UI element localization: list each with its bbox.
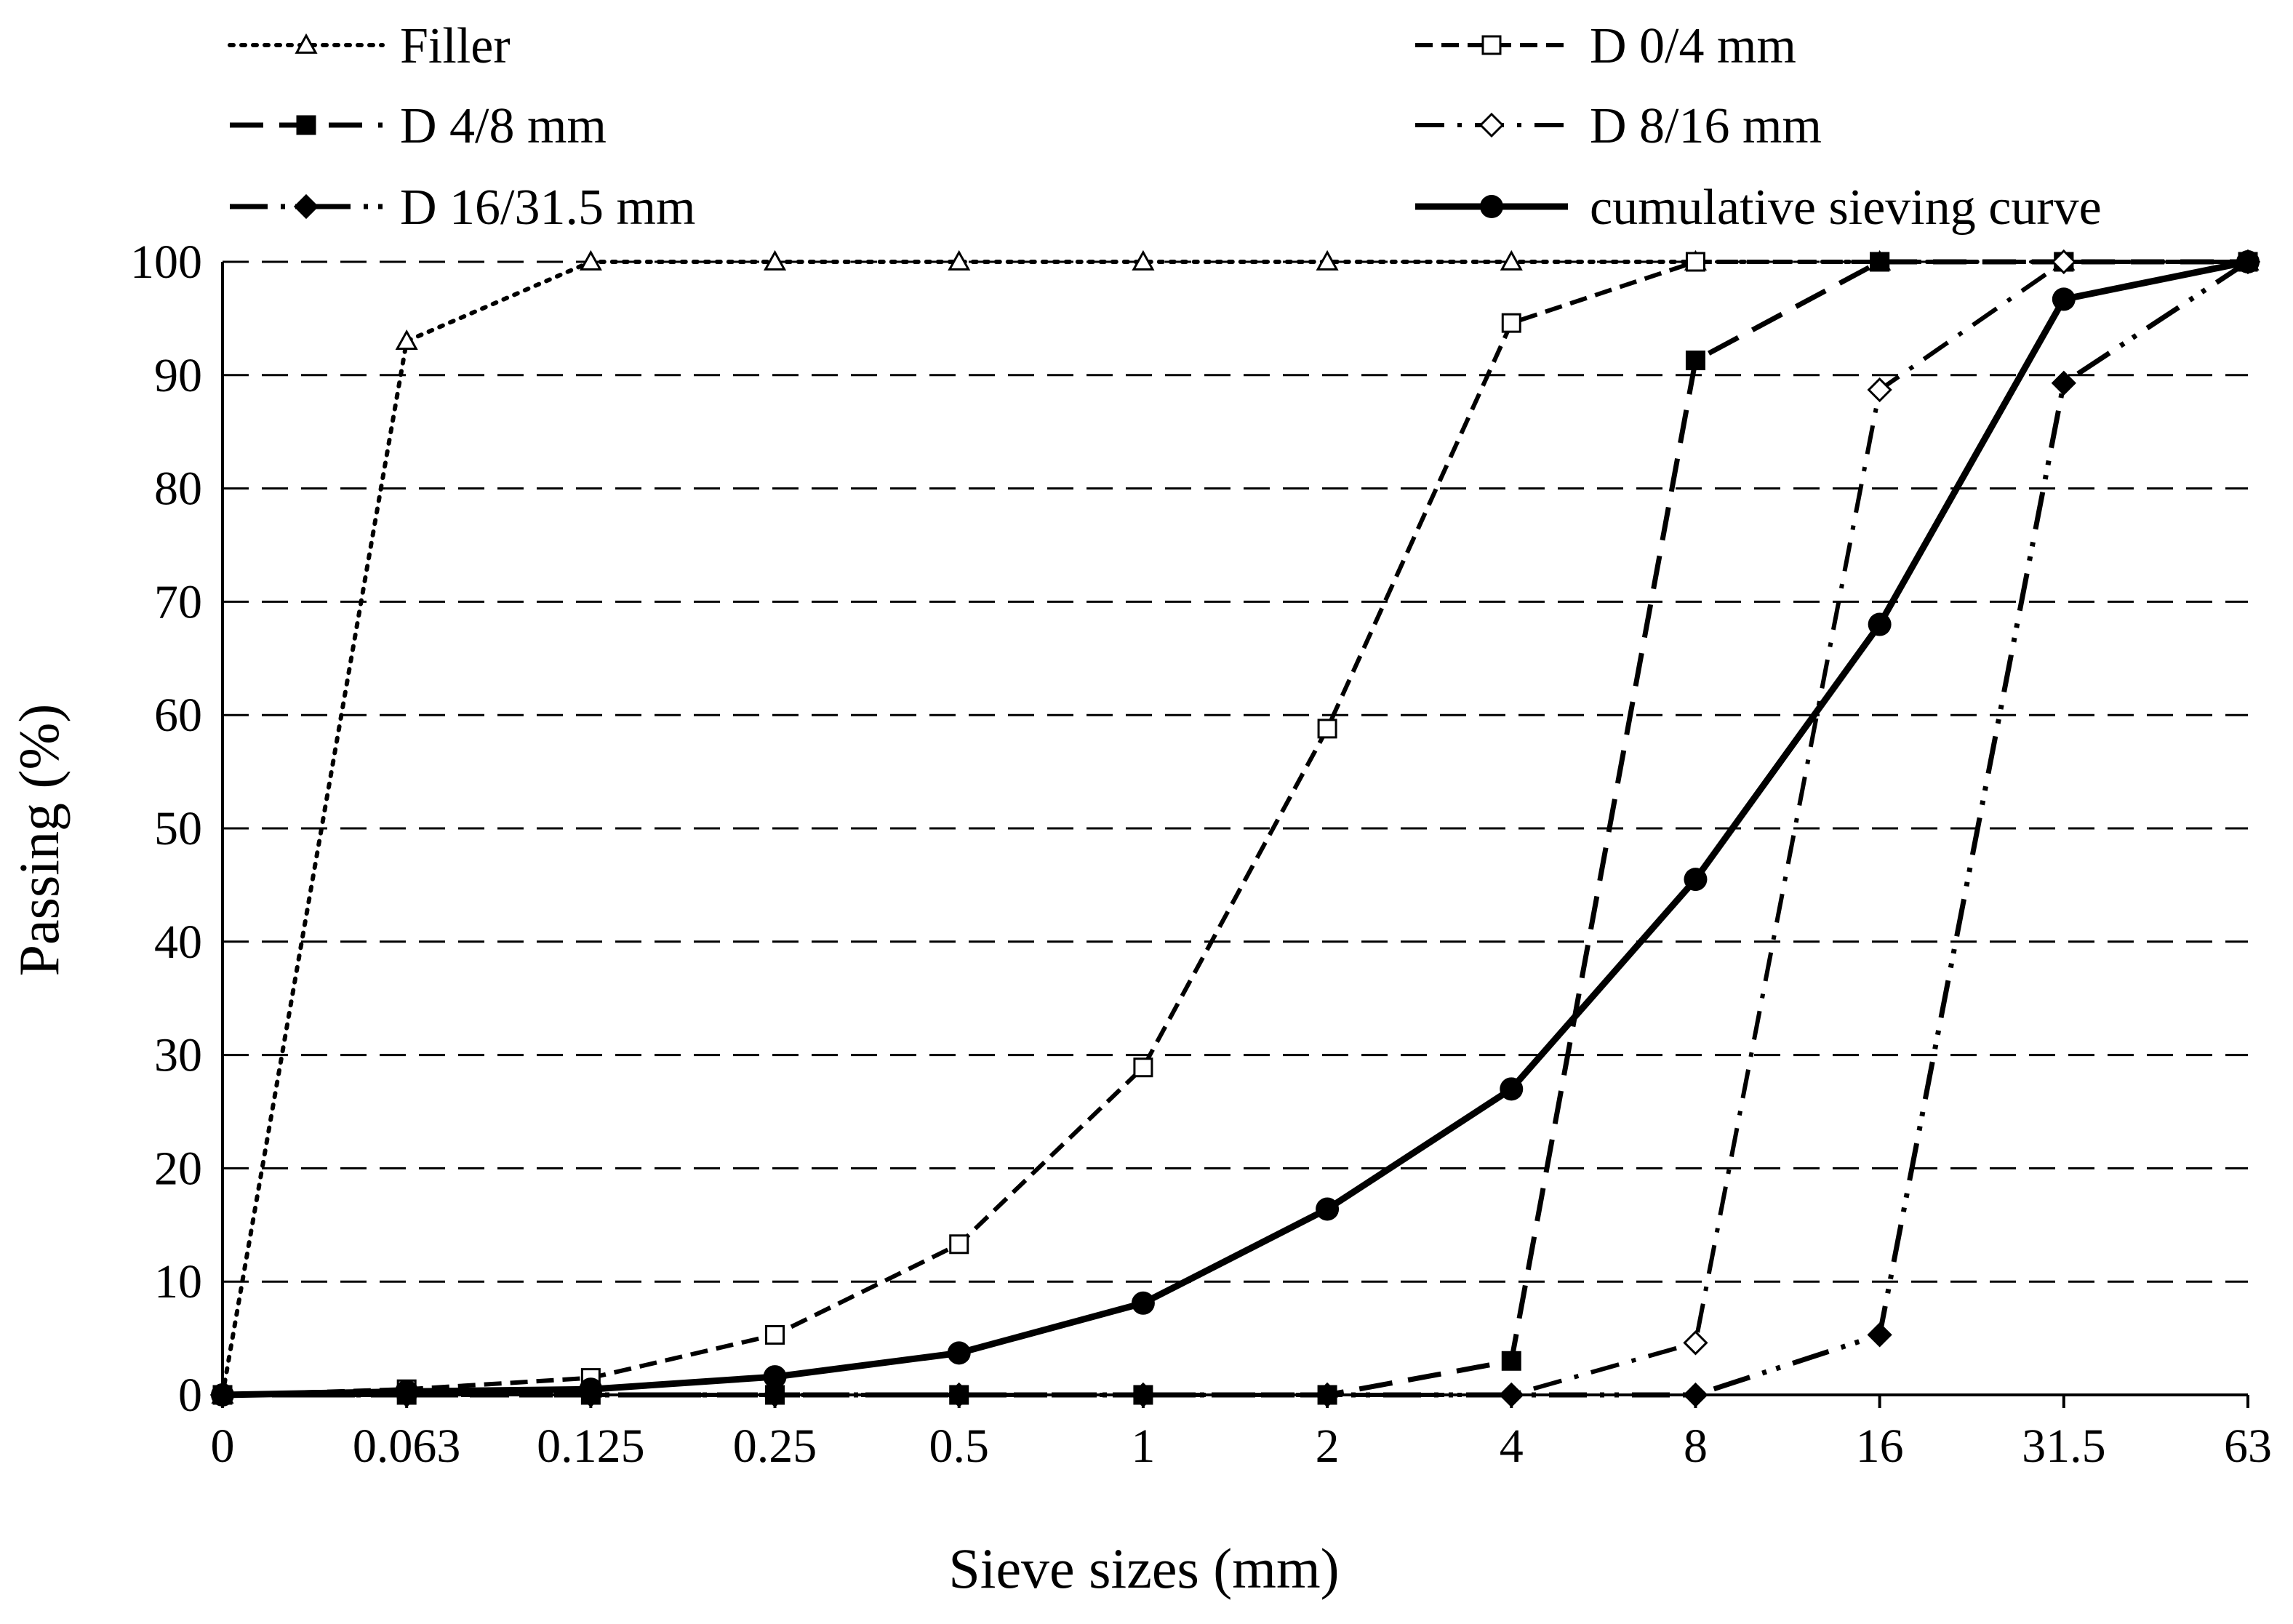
series-line-d-16-31-5-mm	[223, 260, 2249, 1398]
y-tick-label: 60	[154, 689, 202, 742]
data-point-d-16-31-5-mm	[762, 1382, 788, 1408]
data-point-d-8-16-mm	[2051, 249, 2076, 275]
data-point-cumulative-sieving-curve	[2236, 250, 2260, 273]
data-point-d-16-31-5-mm	[1683, 1382, 1708, 1408]
data-point-d-16-31-5-mm	[946, 1382, 972, 1408]
x-tick-label: 0.5	[929, 1420, 989, 1473]
x-tick-label: 31.5	[2022, 1420, 2106, 1473]
series-line-filler	[220, 260, 2250, 1397]
data-point-d-0-4-mm	[765, 1324, 785, 1345]
series-line-d-0-4-mm	[222, 260, 2248, 1397]
data-point-d-0-4-mm	[1317, 719, 1337, 739]
y-tick-label: 50	[154, 802, 202, 855]
data-point-d-16-31-5-mm	[1130, 1382, 1156, 1408]
legend-item-filler: Filler	[228, 18, 511, 74]
data-point-d-16-31-5-mm	[2051, 370, 2076, 396]
legend-label: D 4/8 mm	[400, 98, 607, 154]
legend-item-d-8-16-mm: D 8/16 mm	[1415, 98, 1822, 154]
x-axis-label: Sieve sizes (mm)	[948, 1537, 1339, 1600]
data-point-d-8-16-mm	[1683, 1330, 1708, 1356]
legend-label: D 8/16 mm	[1590, 98, 1822, 154]
data-point-cumulative-sieving-curve	[1500, 1077, 1524, 1101]
data-point-d-0-4-mm	[1133, 1057, 1153, 1078]
x-tick-label: 0.063	[353, 1420, 461, 1473]
data-point-d-0-4-mm	[949, 1234, 969, 1255]
x-tick-label: 63	[2224, 1420, 2272, 1473]
legend-marker	[293, 193, 319, 220]
y-tick-label: 80	[154, 463, 202, 516]
legend-item-d-0-4-mm: D 0/4 mm	[1415, 18, 1796, 74]
data-point-filler	[1316, 249, 1339, 271]
y-tick-label: 20	[154, 1142, 202, 1195]
y-axis-label: Passing (%)	[7, 704, 71, 977]
data-point-d-0-4-mm	[1685, 252, 1705, 272]
data-point-cumulative-sieving-curve	[2052, 287, 2076, 311]
axes: 0 10 20 30 40 50 60 70 80 90 100 0 0.063 0.125 0.25 0.5…	[130, 236, 2272, 1473]
data-point-d-4-8-mm	[1870, 252, 1890, 272]
legend-marker	[1481, 35, 1502, 55]
series-line-d-8-16-mm	[223, 260, 2248, 1397]
series-line-d-4-8-mm	[223, 259, 2248, 1398]
legend-label: Filler	[400, 18, 511, 74]
y-tick-label: 30	[154, 1029, 202, 1082]
x-tick-label: 8	[1684, 1420, 1708, 1473]
data-point-d-16-31-5-mm	[1867, 1322, 1892, 1348]
data-point-d-4-8-mm	[1685, 351, 1705, 371]
y-tick-label: 100	[130, 236, 202, 289]
x-tick-label: 1	[1131, 1420, 1155, 1473]
data-point-d-4-8-mm	[1501, 1351, 1521, 1371]
data-point-filler	[1132, 249, 1155, 271]
data-point-cumulative-sieving-curve	[763, 1365, 787, 1389]
data-point-filler	[948, 249, 971, 271]
legend-item-d-16-31-5-mm: D 16/31.5 mm	[230, 180, 695, 236]
data-point-cumulative-sieving-curve	[395, 1380, 419, 1404]
legend-marker	[296, 115, 316, 135]
y-tick-label: 40	[154, 916, 202, 969]
y-tick-label: 0	[178, 1369, 202, 1422]
data-series	[209, 249, 2261, 1408]
x-tick-label: 4	[1500, 1420, 1524, 1473]
y-tick-label: 90	[154, 349, 202, 402]
data-point-d-0-4-mm	[1501, 313, 1521, 333]
x-tick-label: 0.125	[537, 1420, 645, 1473]
series-cumulative-sieving-curve	[211, 250, 2260, 1407]
x-tick-label: 0	[211, 1420, 235, 1473]
y-tick-label: 10	[154, 1255, 202, 1308]
legend-item-cumulative-sieving-curve: cumulative sieving curve	[1415, 180, 2102, 236]
data-point-cumulative-sieving-curve	[579, 1377, 603, 1401]
x-tick-label: 2	[1316, 1420, 1340, 1473]
legend-marker	[1478, 112, 1505, 138]
gridlines	[223, 260, 2248, 1283]
data-point-filler	[579, 249, 602, 271]
legend: Filler D 0/4 mm D 4/8 mm D 8/16 mm D 16/31.5…	[228, 18, 2102, 236]
series-line-cumulative-sieving-curve	[222, 258, 2249, 1399]
legend-label: cumulative sieving curve	[1590, 180, 2102, 236]
data-point-cumulative-sieving-curve	[1684, 868, 1708, 892]
data-point-filler	[395, 329, 418, 350]
x-tick-label: 0.25	[733, 1420, 817, 1473]
data-point-d-16-31-5-mm	[1499, 1382, 1524, 1408]
legend-marker	[295, 33, 318, 54]
data-point-filler	[1500, 249, 1523, 271]
data-point-cumulative-sieving-curve	[1868, 612, 1892, 636]
data-point-d-8-16-mm	[1867, 377, 1892, 403]
data-point-filler	[763, 249, 787, 271]
x-tick-label: 16	[1856, 1420, 1904, 1473]
legend-label: D 0/4 mm	[1590, 18, 1796, 74]
legend-label: D 16/31.5 mm	[400, 180, 695, 236]
data-point-cumulative-sieving-curve	[211, 1383, 234, 1407]
legend-marker	[1480, 195, 1503, 218]
legend-item-d-4-8-mm: D 4/8 mm	[230, 98, 607, 154]
data-point-d-16-31-5-mm	[1314, 1382, 1340, 1408]
y-tick-label: 70	[154, 575, 202, 628]
data-point-cumulative-sieving-curve	[947, 1341, 971, 1365]
data-point-cumulative-sieving-curve	[1131, 1291, 1155, 1315]
data-point-cumulative-sieving-curve	[1316, 1197, 1340, 1221]
